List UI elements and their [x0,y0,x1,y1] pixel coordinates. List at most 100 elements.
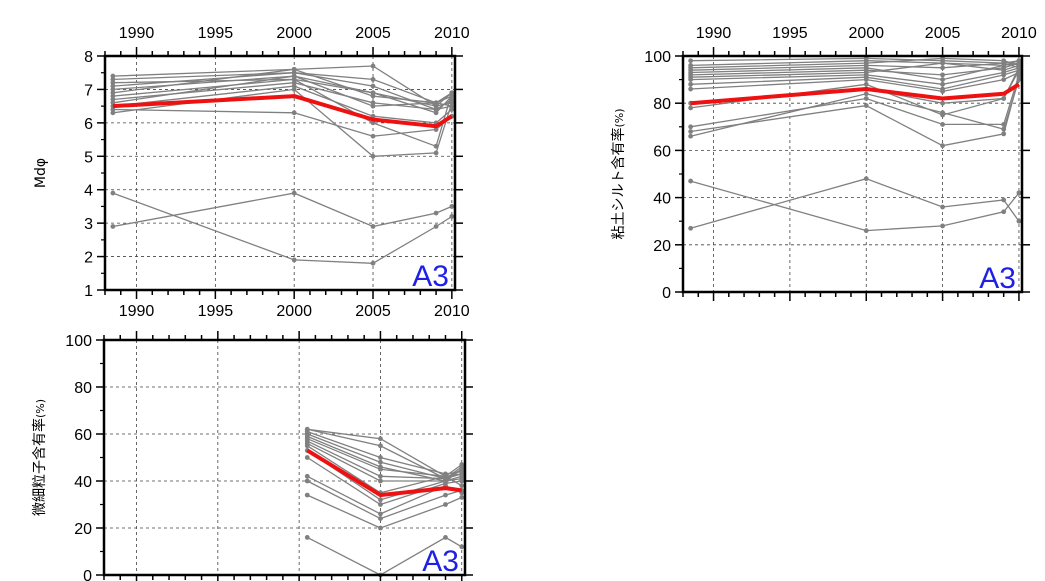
data-point [110,90,116,96]
series-line-gray-10 [306,456,462,506]
data-point [1001,96,1007,101]
y-tick-label: 1 [84,283,93,300]
data-point [863,77,869,82]
data-point [449,214,455,219]
data-point [1001,209,1007,215]
data-point [940,60,945,66]
data-point [688,129,694,134]
x-tick-label-top: 2000 [276,25,312,42]
y-axis-label: Mdφ [33,158,49,188]
data-point [433,107,439,112]
data-point [688,105,694,111]
data-point [110,224,116,229]
panel-label: A3 [412,260,449,293]
data-point [940,110,945,116]
data-point [940,89,945,94]
data-point [1001,72,1007,78]
data-point [110,80,116,86]
data-point [688,86,694,92]
data-point [370,83,376,89]
data-point [378,473,383,479]
chart-panel-1: 1 2 3 4 5 6 7 8 1990 1995 2000 2005 2010 1990 1995 2000… [33,25,470,320]
x-tick-label-top: 2010 [434,25,470,42]
x-tick-label-top: 2010 [1001,25,1037,42]
y-tick-label: 6 [84,116,93,133]
data-point [378,466,383,472]
data-point [378,525,383,531]
y-tick-label: 0 [83,568,92,581]
data-point [459,544,465,550]
x-tick-label-top: 1990 [696,25,732,42]
x-tick-label-top: 1990 [119,25,155,42]
x-tick-label-bottom: 1990 [119,303,155,320]
data-point [378,459,383,465]
y-tick-label: 40 [653,191,671,208]
data-point [433,210,439,216]
series-line-gray-13 [112,192,453,264]
data-point [449,204,455,209]
x-tick-label-top: 1995 [772,25,808,42]
data-point [863,81,869,87]
data-point [378,455,383,460]
series-line-gray-14 [112,192,453,228]
data-point [110,107,116,112]
data-point [940,204,945,210]
x-tick-label-top: 1995 [198,25,234,42]
data-point [370,133,376,139]
data-point [433,150,439,156]
data-point [1016,67,1022,73]
data-point [449,100,455,106]
y-tick-label: 100 [65,333,92,350]
series-line-gray-12 [307,480,462,520]
data-point [370,63,376,69]
y-tick-label: 4 [84,183,93,200]
data-point [370,77,376,82]
series-line-gray-5 [307,438,463,477]
y-tick-label: 80 [74,380,92,397]
data-point [110,87,116,92]
y-tick-label: 80 [653,96,671,113]
y-axis-label: 微細粒子含有率(%) [31,399,48,516]
data-point [378,497,383,503]
chart-panel-2: 0 20 40 60 80 100 1990 1995 2000 2005 2010 粘土シルト含有率… [610,25,1037,302]
y-tick-label: 3 [84,216,93,233]
data-point [304,478,310,484]
data-point [459,478,465,484]
data-point [863,91,869,97]
data-point [291,77,297,82]
data-point [459,495,465,500]
data-point [433,143,439,149]
data-point [291,70,297,76]
series-line-gray-12 [690,69,1020,116]
y-tick-label: 0 [662,285,671,302]
y-axis-label: 粘土シルト含有率(%) [610,108,627,239]
data-point [688,178,694,184]
y-axis-label-text: Mdφ [33,158,49,188]
data-point [370,90,376,96]
data-point [443,492,448,498]
data-point [433,127,439,132]
data-point [304,473,310,479]
data-point [940,223,945,229]
y-tick-label: 20 [653,238,671,255]
y-tick-label: 40 [74,474,92,491]
data-point [459,462,465,467]
data-point [291,83,297,89]
data-point [370,224,376,229]
x-tick-label-bottom: 2005 [355,303,391,320]
x-tick-label-bottom: 2010 [434,303,470,320]
series-line-mean [690,82,1020,106]
series-line-gray-13 [307,494,462,529]
data-point [1016,77,1022,82]
chart-panel-3: 0 20 40 60 80 100 微細粒子含有率(%) A3 [31,331,473,581]
data-point [433,224,439,229]
y-tick-label: 5 [84,149,93,166]
data-point [449,90,455,96]
y-tick-label: 8 [84,49,93,66]
data-point [110,97,116,102]
data-point [378,516,383,521]
panel-label: A3 [979,262,1016,295]
data-point [291,80,297,86]
series-line-gray-17 [690,178,1020,229]
data-point [863,228,869,234]
